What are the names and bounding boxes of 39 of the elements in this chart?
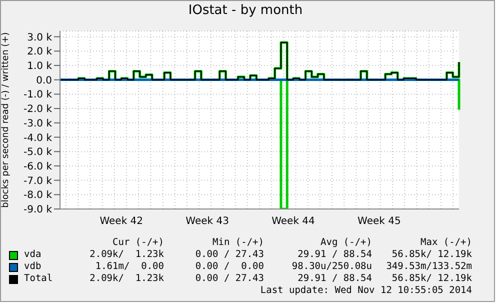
text: 0.00 / 0.00	[194, 261, 264, 273]
text: 56.85k/ 12.19k	[390, 249, 472, 261]
y-tick-label: -7.0 k	[24, 176, 52, 187]
text: Cur (-/+)	[112, 237, 164, 249]
text: 98.30u/250.08u	[290, 261, 372, 273]
text: 2.09k/ 1.23k	[88, 249, 164, 261]
y-axis-title: blocks per second read (-) / written (+)	[1, 32, 12, 208]
x-tick-label: Week 43	[186, 216, 229, 228]
text: 2.09k/ 1.23k	[88, 273, 164, 285]
text: 29.91 / 88.54	[296, 249, 372, 261]
legend-label: vdb	[23, 261, 42, 273]
x-tick-label: Week 45	[358, 216, 401, 228]
y-tick-label: 1.0 k	[27, 61, 52, 72]
text: Avg (-/+)	[320, 237, 372, 249]
y-tick-label: -2.0 k	[24, 104, 52, 116]
chart-title: IOstat - by month	[187, 3, 304, 18]
y-tick-label: -9.0 k	[24, 204, 52, 216]
text: 0.00 / 27.43	[194, 273, 264, 285]
text: 0.00 / 27.43	[194, 249, 264, 261]
y-tick-label: -8.0 k	[24, 190, 52, 202]
text: Min (-/+)	[212, 237, 264, 249]
y-tick-label: -3.0 k	[24, 118, 52, 130]
legend-label: vda	[23, 249, 42, 261]
y-tick-label: 0.0	[36, 75, 52, 86]
y-tick-label: 2.0 k	[27, 46, 52, 58]
text: 56.85k/ 12.19k	[390, 273, 472, 285]
text: 349.53m/133.52m	[385, 261, 472, 273]
y-tick-label: -1.0 k	[24, 90, 52, 101]
text: 1.61m/ 0.00	[94, 261, 164, 273]
y-tick-label: -4.0 k	[24, 132, 52, 144]
x-tick-label: Week 42	[100, 216, 144, 228]
text: Last update: Wed Nov 12 10:55:05 2014	[259, 285, 472, 297]
legend-label: Total	[23, 273, 54, 285]
text: 29.91 / 88.54	[296, 273, 372, 285]
y-tick-label: -5.0 k	[24, 147, 52, 158]
y-tick-label: 3.0 k	[27, 32, 52, 44]
text: Max (-/+)	[420, 237, 472, 249]
y-tick-label: -6.0 k	[24, 161, 52, 172]
x-tick-label: Week 44	[272, 216, 315, 228]
